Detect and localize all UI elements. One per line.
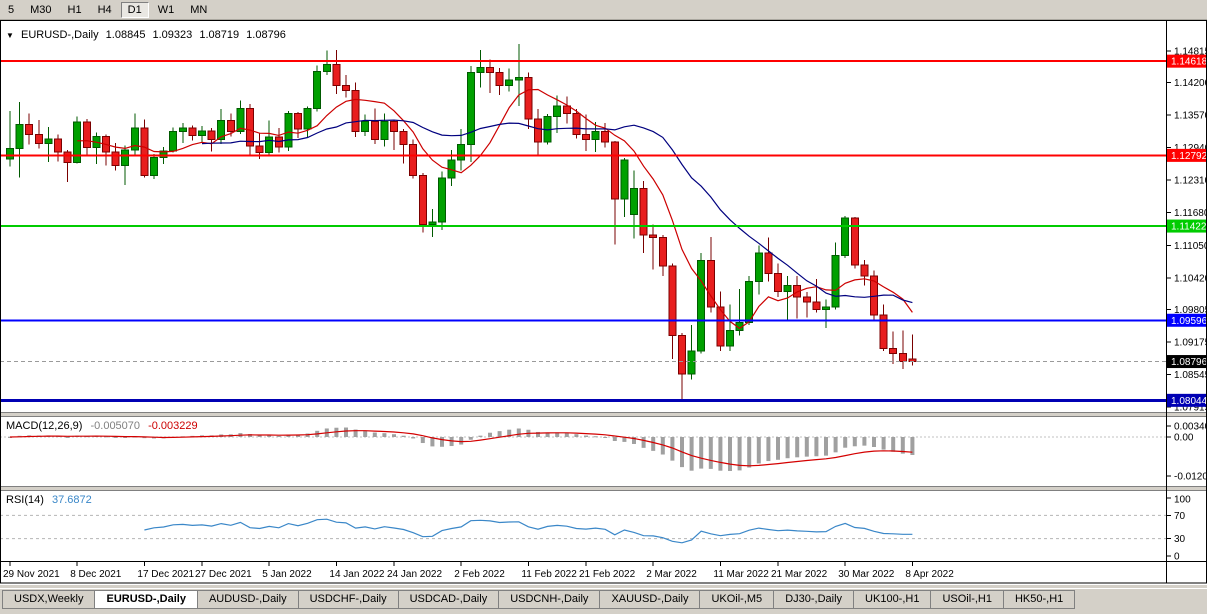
rsi-indicator-label: RSI(14) 37.6872 (6, 494, 97, 506)
svg-text:21 Feb 2022: 21 Feb 2022 (579, 569, 636, 580)
time-axis: 29 Nov 2021 8 Dec 2021 17 Dec 2021 27 Dec 2… (3, 561, 954, 580)
price-axis: 1.14815 1.14200 1.13570 1.12940 1.12310 1.116… (1166, 20, 1207, 583)
svg-text:0: 0 (1174, 552, 1180, 563)
chart-tab-usdcad-daily[interactable]: USDCAD-,Daily (397, 590, 500, 609)
svg-text:5 Jan 2022: 5 Jan 2022 (262, 569, 312, 580)
open-value: 1.08845 (105, 29, 146, 41)
pane-separator[interactable] (0, 412, 1207, 417)
svg-text:14 Jan 2022: 14 Jan 2022 (329, 569, 384, 580)
svg-text:1.08796: 1.08796 (1171, 357, 1207, 368)
macd-main-value: -0.005070 (90, 420, 141, 432)
svg-text:1.11050: 1.11050 (1174, 241, 1207, 252)
chart-tabs-bar: USDX,Weekly EURUSD-,Daily AUDUSD-,Daily USD… (0, 588, 1207, 614)
timeframe-button-h1[interactable]: H1 (67, 3, 82, 16)
macd-indicator-label: MACD(12,26,9) -0.005070 -0.003229 (6, 420, 203, 432)
svg-text:29 Nov 2021: 29 Nov 2021 (3, 569, 60, 580)
svg-text:1.09596: 1.09596 (1171, 316, 1207, 327)
svg-text:1.07915: 1.07915 (1174, 403, 1207, 414)
timeframe-button-5[interactable]: 5 (8, 3, 15, 16)
svg-text:1.13570: 1.13570 (1174, 111, 1207, 122)
svg-text:21 Mar 2022: 21 Mar 2022 (771, 569, 828, 580)
svg-text:1.14200: 1.14200 (1174, 78, 1207, 89)
svg-text:11 Feb 2022: 11 Feb 2022 (521, 569, 577, 580)
svg-text:24 Jan 2022: 24 Jan 2022 (387, 569, 442, 580)
svg-text:1.09175: 1.09175 (1174, 337, 1207, 348)
pane-separator[interactable] (0, 486, 1207, 491)
close-value: 1.08796 (246, 29, 286, 41)
svg-text:8 Dec 2021: 8 Dec 2021 (70, 569, 122, 580)
svg-text:1.11680: 1.11680 (1174, 208, 1207, 219)
svg-text:1.12792: 1.12792 (1171, 151, 1207, 162)
timeframe-button-w1[interactable]: W1 (157, 3, 175, 16)
svg-text:1.10420: 1.10420 (1174, 273, 1207, 284)
svg-text:1.09805: 1.09805 (1174, 305, 1207, 316)
svg-text:2 Mar 2022: 2 Mar 2022 (646, 569, 697, 580)
rsi-pane (0, 514, 1166, 544)
chart-tab-dj30-daily[interactable]: DJ30-,Daily (773, 590, 855, 609)
timeframe-toolbar: 5 M30 H1 H4 D1 W1 MN (0, 0, 1207, 20)
chart-tab-usdcnh-daily[interactable]: USDCNH-,Daily (498, 590, 601, 609)
chart-tab-xauusd-daily[interactable]: XAUUSD-,Daily (599, 590, 701, 609)
svg-text:11 Mar 2022: 11 Mar 2022 (713, 569, 769, 580)
chart-tab-uk100-h1[interactable]: UK100-,H1 (853, 590, 932, 609)
rsi-name: RSI(14) (6, 494, 44, 506)
timeframe-button-h4[interactable]: H4 (97, 3, 112, 16)
svg-text:1.14815: 1.14815 (1174, 47, 1207, 58)
chart-symbol-header: ▼ EURUSD-,Daily 1.08845 1.09323 1.08719 … (6, 29, 290, 41)
macd-name: MACD(12,26,9) (6, 420, 83, 432)
macd-pane (0, 427, 1166, 471)
svg-text:1.12940: 1.12940 (1174, 143, 1207, 154)
chart-tab-eurusd-daily[interactable]: EURUSD-,Daily (94, 590, 198, 609)
chart-tab-hk50-h1[interactable]: HK50-,H1 (1002, 590, 1076, 609)
svg-text:2 Feb 2022: 2 Feb 2022 (454, 569, 505, 580)
timeframe-button-d1[interactable]: D1 (120, 1, 149, 18)
svg-text:1.08545: 1.08545 (1174, 370, 1207, 381)
svg-text:0.00340: 0.00340 (1174, 421, 1207, 432)
svg-text:30: 30 (1174, 534, 1186, 545)
timeframe-button-mn[interactable]: MN (190, 3, 208, 16)
chart-area[interactable]: 29 Nov 2021 8 Dec 2021 17 Dec 2021 27 Dec 2… (0, 20, 1207, 585)
price-chart-svg[interactable]: 29 Nov 2021 8 Dec 2021 17 Dec 2021 27 Dec 2… (0, 20, 1207, 585)
timeframe-button-m30[interactable]: M30 (30, 3, 52, 16)
chart-tab-usdx-weekly[interactable]: USDX,Weekly (2, 590, 96, 609)
symbol-timeframe-label: EURUSD-,Daily (20, 29, 99, 41)
svg-text:1.12310: 1.12310 (1174, 176, 1207, 187)
svg-text:30 Mar 2022: 30 Mar 2022 (838, 569, 895, 580)
svg-text:1.14618: 1.14618 (1171, 57, 1207, 68)
svg-text:8 Apr 2022: 8 Apr 2022 (905, 569, 954, 580)
macd-signal-value: -0.003229 (148, 420, 198, 432)
svg-text:70: 70 (1174, 511, 1186, 522)
svg-text:1.08044: 1.08044 (1171, 396, 1207, 407)
svg-text:17 Dec 2021: 17 Dec 2021 (137, 569, 194, 580)
chart-tab-audusd-daily[interactable]: AUDUSD-,Daily (196, 590, 299, 609)
high-value: 1.09323 (152, 29, 193, 41)
svg-text:27 Dec 2021: 27 Dec 2021 (195, 569, 252, 580)
svg-text:100: 100 (1174, 495, 1191, 506)
svg-text:1.11422: 1.11422 (1171, 222, 1207, 233)
low-value: 1.08719 (199, 29, 240, 41)
chart-tab-usoil-h1[interactable]: USOil-,H1 (930, 590, 1004, 609)
svg-text:0.00: 0.00 (1174, 433, 1194, 444)
svg-text:-0.01205: -0.01205 (1174, 471, 1207, 482)
chart-tab-ukoil-m5[interactable]: UKOil-,M5 (699, 590, 775, 609)
chart-tab-usdchf-daily[interactable]: USDCHF-,Daily (297, 590, 399, 609)
rsi-value: 37.6872 (51, 494, 92, 506)
collapse-triangle-icon[interactable]: ▼ (6, 31, 14, 40)
